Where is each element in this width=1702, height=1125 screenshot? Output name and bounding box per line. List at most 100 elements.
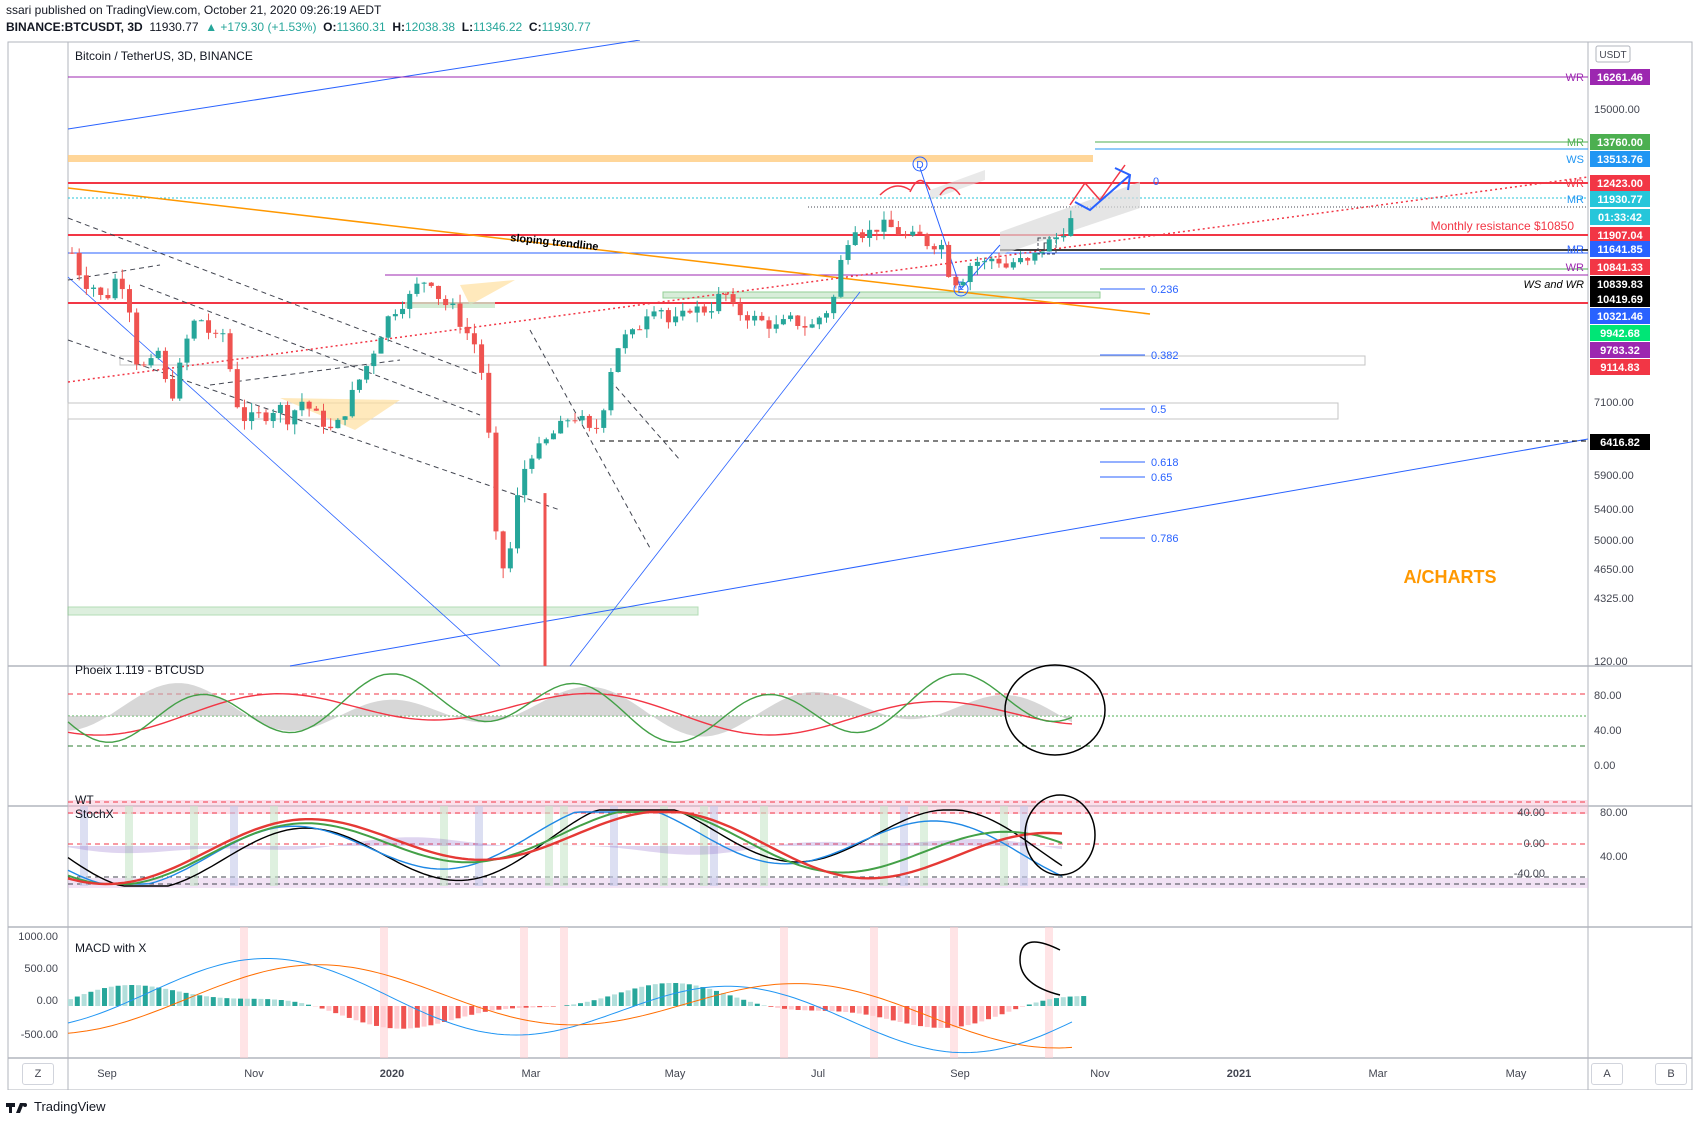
- fib-0382: 0.382: [1151, 350, 1179, 362]
- candle: [644, 309, 650, 338]
- candle: [285, 401, 291, 431]
- price-tick: 5900.00: [1594, 470, 1634, 482]
- candle: [450, 298, 456, 310]
- candle: [371, 350, 377, 374]
- candle: [385, 315, 391, 342]
- candle: [234, 361, 240, 409]
- candle: [1018, 251, 1024, 265]
- close-label: C:: [528, 20, 542, 34]
- price-label: 11907.04: [1590, 227, 1650, 243]
- svg-text:10321.46: 10321.46: [1597, 311, 1643, 323]
- price-tick: 15000.00: [1594, 104, 1640, 116]
- candle: [141, 361, 147, 368]
- price-label: 13513.76 WS: [1566, 151, 1650, 167]
- candle: [1032, 252, 1038, 265]
- candle: [816, 316, 822, 330]
- candle: [730, 288, 736, 307]
- price-tick: 7100.00: [1594, 397, 1634, 409]
- candle: [515, 487, 521, 554]
- candle: [457, 294, 463, 334]
- timezone-button[interactable]: Z: [22, 1063, 54, 1085]
- time-tick: Sep: [950, 1068, 970, 1080]
- price-label: 10321.46: [1590, 308, 1650, 324]
- price-label: 9114.83: [1590, 359, 1650, 375]
- candle: [191, 319, 197, 341]
- candle: [91, 284, 97, 297]
- candle: [198, 319, 204, 322]
- candle: [845, 240, 851, 265]
- price-label: 10419.69: [1590, 291, 1650, 307]
- candle: [938, 239, 944, 259]
- candle: [759, 312, 765, 322]
- candle: [924, 232, 930, 250]
- price-change: ▲ +179.30 (+1.53%): [205, 20, 317, 34]
- candle: [227, 328, 233, 372]
- candle: [206, 313, 212, 340]
- low-value: 11346.22: [473, 20, 523, 34]
- candle: [1068, 210, 1074, 237]
- candle: [558, 415, 564, 434]
- svg-text:9114.83: 9114.83: [1600, 362, 1639, 374]
- price-label: 9783.32: [1590, 342, 1650, 358]
- time-axis[interactable]: Sep Nov 2020 Mar May Jul Sep Nov 2021 Ma…: [97, 1068, 1527, 1080]
- symbol-ohlc-line: BINANCE:BTCUSDT, 3D 11930.77 ▲ +179.30 (…: [6, 20, 591, 34]
- time-tick: Nov: [244, 1068, 264, 1080]
- candle: [507, 541, 513, 573]
- price-label: 6416.82: [1590, 434, 1650, 450]
- currency-badge[interactable]: [1595, 45, 1631, 63]
- price-axis[interactable]: 15000.00 7100.00 5900.00 5400.00 5000.00…: [1594, 104, 1640, 605]
- phoeix-indicator: [67, 664, 1588, 756]
- candle: [328, 418, 334, 431]
- candle: [321, 403, 326, 434]
- svg-text:11907.04: 11907.04: [1597, 230, 1643, 242]
- time-tick: 2020: [380, 1068, 404, 1080]
- svg-text:12423.00: 12423.00: [1597, 178, 1643, 190]
- phoeix-tick: 0.00: [1594, 760, 1615, 772]
- candle: [170, 369, 176, 401]
- candle: [615, 347, 621, 373]
- candle: [105, 288, 111, 300]
- log-scale-button[interactable]: B: [1655, 1063, 1687, 1085]
- candle: [69, 247, 75, 254]
- candle: [1003, 254, 1009, 269]
- candle: [400, 301, 406, 319]
- candle: [687, 308, 693, 314]
- time-tick: Sep: [97, 1068, 117, 1080]
- candle: [946, 241, 952, 278]
- candle: [256, 405, 262, 418]
- candle: [910, 225, 916, 237]
- tradingview-logo-text: TradingView: [34, 1099, 106, 1114]
- candle: [1046, 236, 1052, 252]
- macd-indicator: [67, 927, 1087, 1058]
- candle: [766, 316, 772, 338]
- candle: [148, 353, 154, 368]
- candle: [536, 436, 542, 461]
- candle: [701, 302, 707, 316]
- wave-label-d: D: [916, 160, 923, 171]
- chart-canvas[interactable]: D E D 0 0.236 0.382 0.5 0.618 0.65 0.786…: [0, 40, 1702, 1090]
- price-labels: 16261.46 WR 13760.00 MR 13513.76 WS 12423.00 WR…: [1523, 69, 1650, 450]
- wt-stochx-indicator: [67, 794, 1588, 888]
- candle: [680, 302, 686, 321]
- svg-text:6416.82: 6416.82: [1600, 437, 1640, 449]
- svg-text:MR: MR: [1567, 244, 1584, 256]
- svg-text:9783.32: 9783.32: [1600, 345, 1640, 357]
- wt-tick-right: 40.00: [1600, 851, 1628, 863]
- candle: [414, 277, 420, 297]
- candle: [292, 409, 298, 435]
- candle: [306, 400, 312, 417]
- watermark-acharts: A/CHARTS: [1404, 567, 1497, 587]
- svg-text:MR: MR: [1567, 137, 1584, 149]
- candle: [831, 294, 837, 320]
- candle: [277, 402, 283, 423]
- fib-0618: 0.618: [1151, 457, 1179, 469]
- auto-scale-button[interactable]: A: [1591, 1063, 1623, 1085]
- candle: [982, 257, 988, 270]
- candle: [917, 224, 923, 235]
- fib-0: 0: [1153, 176, 1159, 188]
- candle: [428, 281, 434, 288]
- svg-text:10419.69: 10419.69: [1597, 294, 1643, 306]
- candle: [737, 297, 743, 321]
- candle: [155, 347, 161, 360]
- candle: [471, 323, 477, 354]
